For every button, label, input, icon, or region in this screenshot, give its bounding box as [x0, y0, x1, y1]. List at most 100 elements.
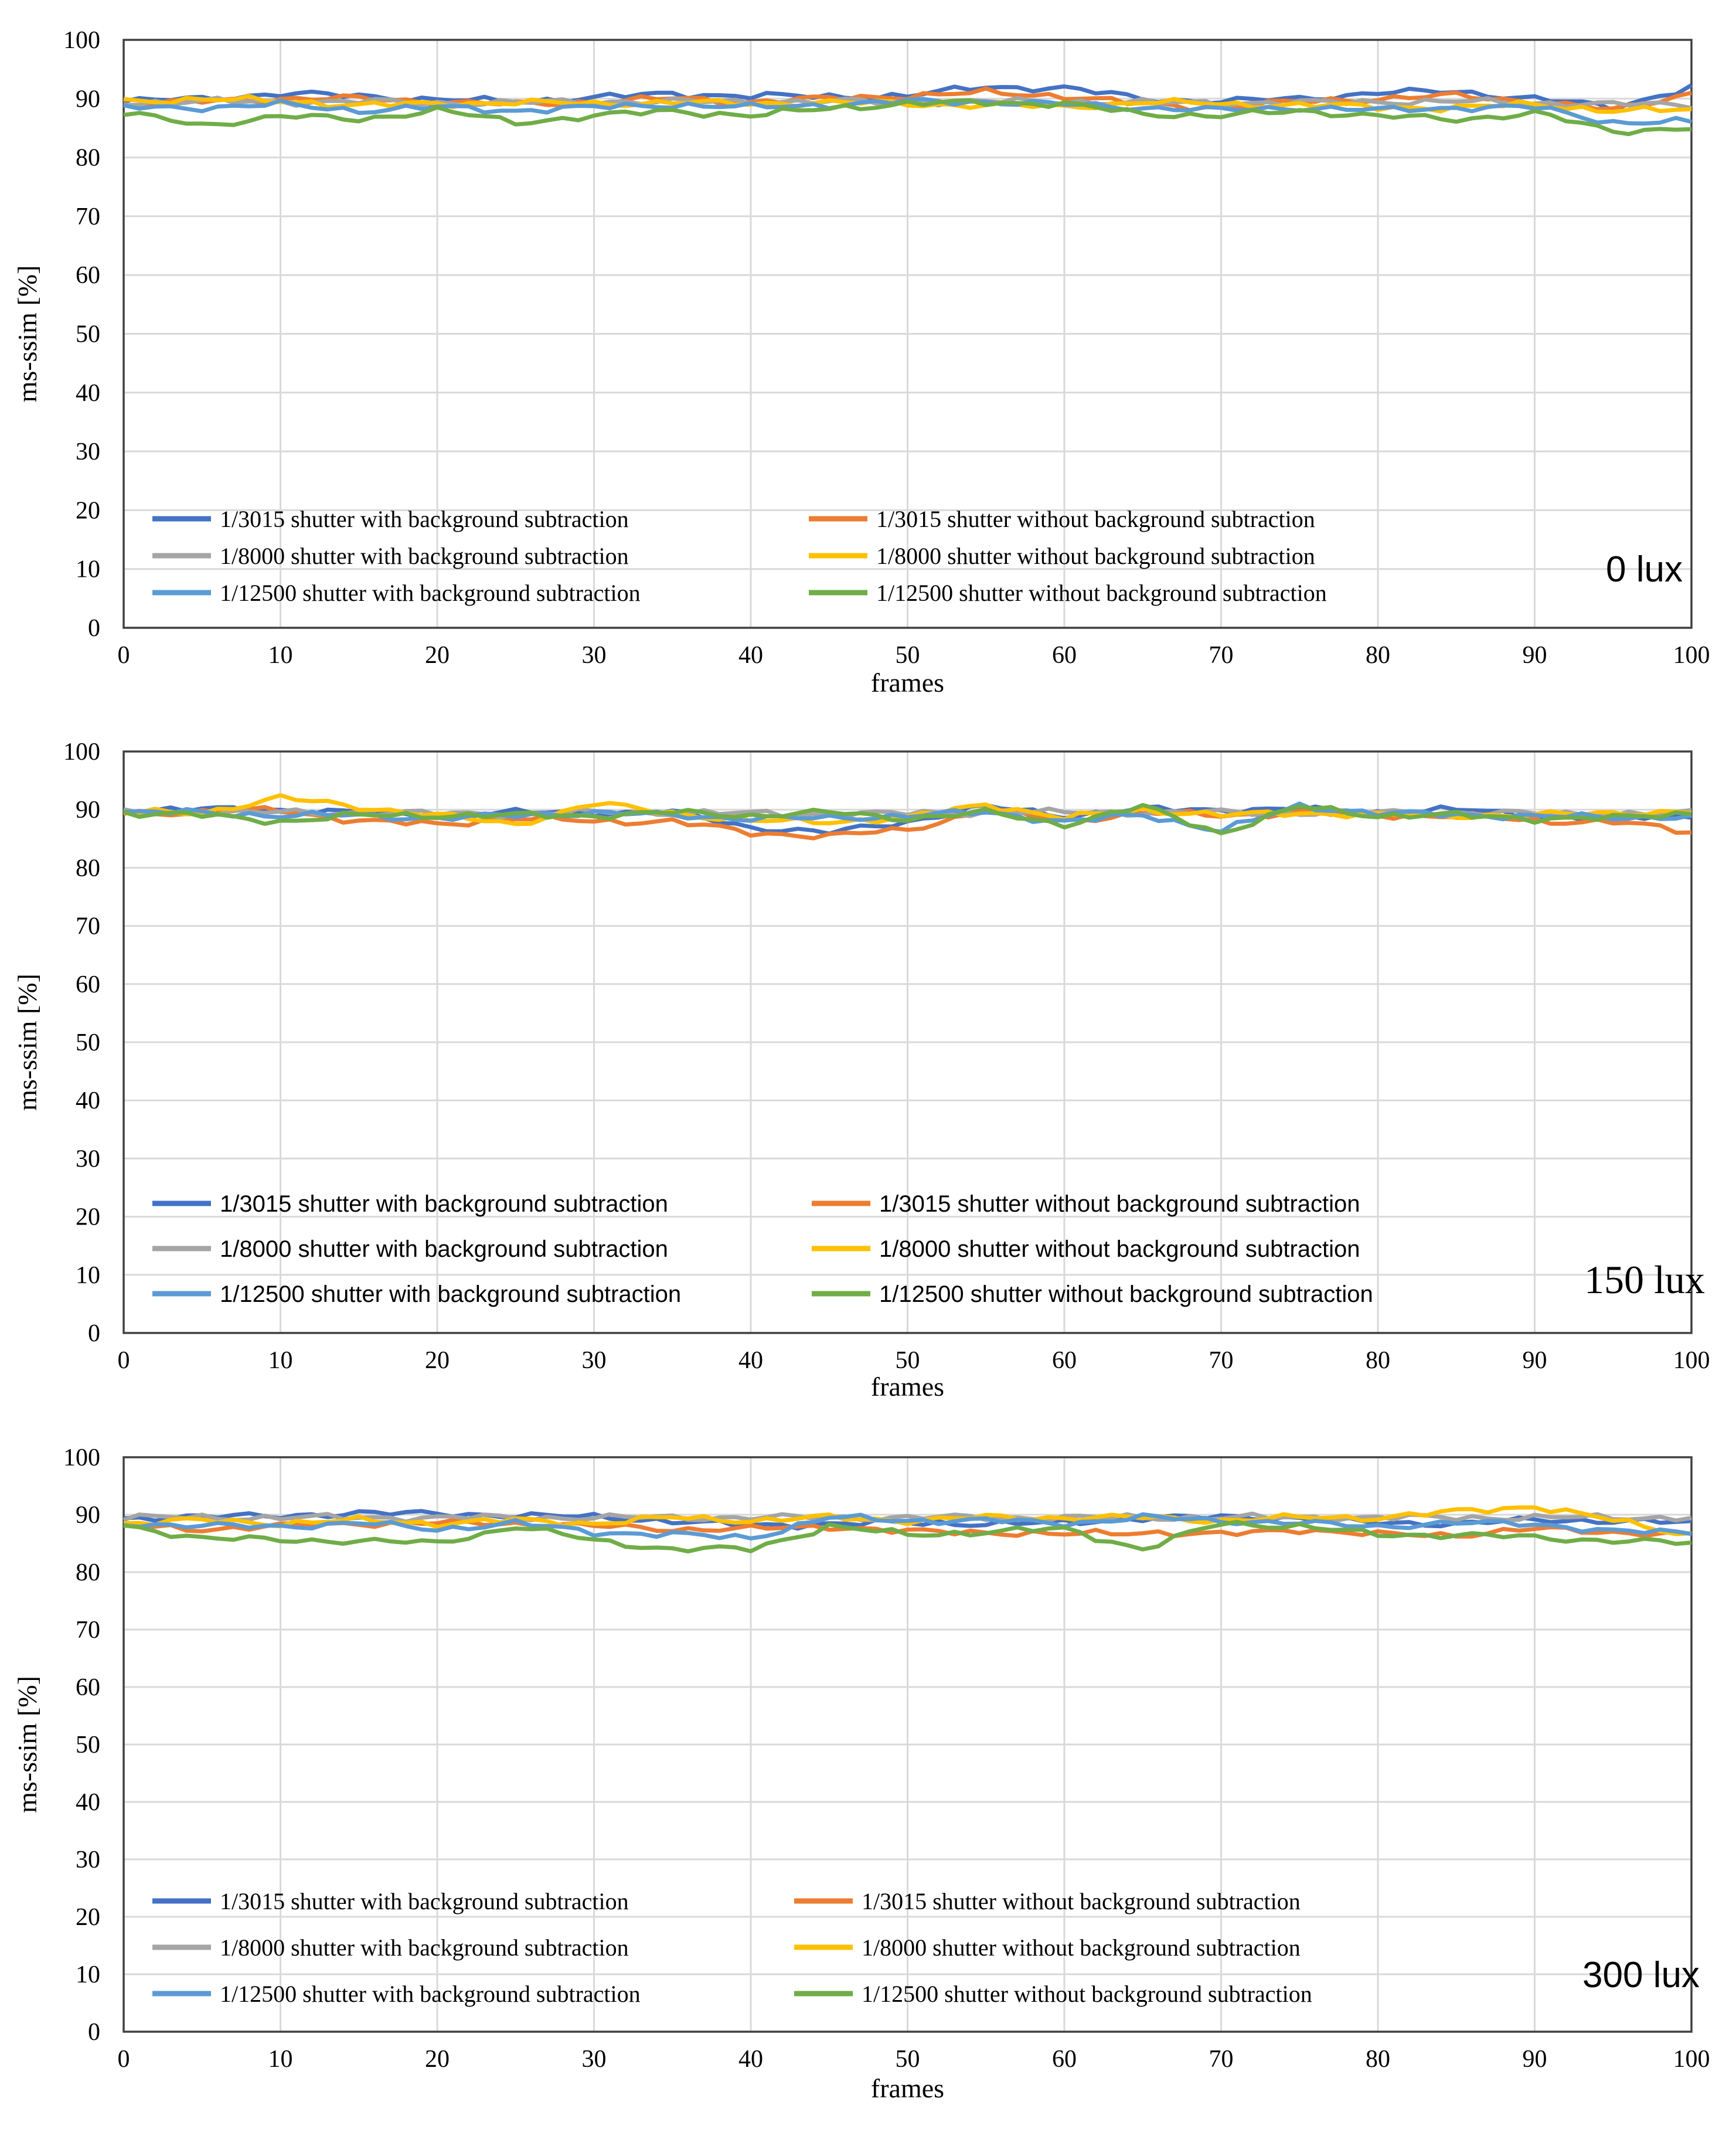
legend-label: 1/12500 shutter without background subtr… [876, 580, 1327, 606]
x-tick-label: 80 [1366, 2046, 1390, 2073]
lux-annotation: 0 lux [1606, 549, 1683, 590]
legend-item: 1/8000 shutter with background subtracti… [152, 1934, 629, 1961]
legend-item: 1/12500 shutter with background subtract… [152, 1281, 681, 1307]
legend-item: 1/12500 shutter without background subtr… [809, 580, 1327, 606]
y-tick-label: 70 [76, 913, 100, 940]
legend-item: 1/12500 shutter without background subtr… [812, 1281, 1373, 1307]
x-tick-label: 0 [118, 2046, 130, 2073]
x-tick-label: 60 [1052, 1347, 1077, 1374]
y-tick-label: 40 [76, 1087, 100, 1114]
y-axis-title: ms-ssim [%] [12, 266, 42, 403]
x-axis-title: frames [871, 1372, 944, 1402]
y-tick-label: 70 [76, 203, 100, 230]
legend-item: 1/8000 shutter without background subtra… [794, 1934, 1301, 1961]
y-tick-label: 60 [76, 262, 100, 289]
y-tick-label: 50 [76, 1029, 100, 1056]
x-tick-label: 80 [1366, 1347, 1390, 1374]
y-tick-label: 10 [76, 1262, 100, 1289]
x-tick-label: 20 [425, 2046, 450, 2073]
x-tick-label: 20 [425, 642, 450, 669]
x-tick-label: 70 [1209, 1347, 1234, 1374]
y-tick-label: 20 [76, 1904, 100, 1931]
x-tick-label: 50 [896, 642, 920, 669]
x-tick-label: 40 [738, 2046, 763, 2073]
legend-item: 1/3015 shutter with background subtracti… [152, 1191, 668, 1217]
series-line-6 [123, 1519, 1692, 1554]
series-line-6 [122, 802, 1692, 835]
legend-item: 1/3015 shutter without background subtra… [794, 1888, 1301, 1914]
y-tick-label: 30 [76, 1145, 100, 1172]
y-tick-label: 70 [76, 1617, 100, 1644]
legend-item: 1/3015 shutter with background subtracti… [152, 506, 629, 532]
legend-item: 1/12500 shutter with background subtract… [152, 580, 641, 606]
legend-item: 1/3015 shutter with background subtracti… [152, 1888, 629, 1914]
y-tick-label: 80 [76, 1559, 100, 1586]
legend-item: 1/8000 shutter without background subtra… [812, 1236, 1360, 1262]
y-tick-label: 10 [76, 556, 100, 583]
legend-label: 1/3015 shutter without background subtra… [879, 1191, 1360, 1217]
legend-item: 1/3015 shutter without background subtra… [809, 506, 1315, 532]
series-line-6 [123, 98, 1692, 137]
x-tick-label: 90 [1523, 1347, 1547, 1374]
legend-item: 1/12500 shutter without background subtr… [794, 1981, 1312, 2007]
x-tick-label: 0 [118, 1347, 130, 1374]
y-tick-label: 100 [63, 739, 100, 766]
y-tick-label: 40 [76, 380, 100, 407]
legend-label: 1/8000 shutter with background subtracti… [220, 1236, 668, 1262]
y-tick-label: 100 [63, 1444, 100, 1471]
legend-label: 1/8000 shutter without background subtra… [879, 1236, 1360, 1262]
legend-item: 1/8000 shutter with background subtracti… [152, 543, 629, 569]
legend-label: 1/3015 shutter without background subtra… [862, 1888, 1301, 1914]
legend-label: 1/3015 shutter without background subtra… [876, 506, 1315, 532]
x-tick-label: 40 [738, 1347, 763, 1374]
legend-label: 1/3015 shutter with background subtracti… [220, 1888, 629, 1914]
x-tick-label: 70 [1209, 642, 1234, 669]
plot-area-border [122, 1456, 1693, 2033]
y-tick-label: 100 [63, 27, 100, 54]
x-tick-label: 50 [896, 2046, 920, 2073]
y-axis-title: ms-ssim [%] [12, 974, 42, 1111]
legend-label: 1/12500 shutter without background subtr… [862, 1981, 1312, 2007]
legend-label: 1/8000 shutter with background subtracti… [220, 543, 629, 569]
chart-panel-2: 0 10 20 30 40 50 60 70 80 90 100 0 10 20 30 40 50 60 70 80 9… [12, 739, 1710, 1402]
x-axis-title: frames [871, 668, 944, 698]
x-tick-label: 10 [268, 2046, 293, 2073]
y-tick-label: 40 [76, 1789, 100, 1816]
x-tick-label: 50 [896, 1347, 920, 1374]
y-tick-label: 60 [76, 1674, 100, 1701]
x-tick-label: 30 [582, 642, 607, 669]
y-tick-label: 10 [76, 1961, 100, 1988]
plot-area-border [122, 39, 1693, 629]
legend-item: 1/8000 shutter with background subtracti… [152, 1236, 668, 1262]
chart-panel-3: 0 10 20 30 40 50 60 70 80 90 100 0 10 20 30 40 50 60 70 80 9… [12, 1444, 1710, 2103]
y-tick-label: 50 [76, 321, 100, 348]
y-tick-label: 0 [88, 2019, 100, 2046]
x-tick-label: 60 [1052, 2046, 1077, 2073]
y-tick-label: 90 [76, 797, 100, 824]
legend-label: 1/3015 shutter with background subtracti… [220, 506, 629, 532]
y-tick-label: 50 [76, 1732, 100, 1759]
y-tick-label: 90 [76, 86, 100, 113]
y-tick-label: 20 [76, 497, 100, 524]
legend-label: 1/12500 shutter with background subtract… [220, 580, 641, 606]
legend-label: 1/8000 shutter with background subtracti… [220, 1934, 629, 1961]
legend-item: 1/3015 shutter without background subtra… [812, 1191, 1360, 1217]
series-line-5 [123, 1512, 1692, 1540]
x-tick-label: 70 [1209, 2046, 1234, 2073]
y-tick-label: 80 [76, 145, 100, 172]
x-tick-label: 10 [268, 1347, 293, 1374]
x-axis-title: frames [871, 2073, 944, 2103]
y-tick-label: 80 [76, 855, 100, 882]
y-tick-label: 30 [76, 1846, 100, 1873]
x-tick-label: 100 [1673, 1347, 1710, 1374]
chart-panel-1: 0 10 20 30 40 50 60 70 80 90 100 0 10 20 30 40 50 60 70 80 9… [12, 27, 1710, 698]
x-tick-label: 100 [1673, 642, 1710, 669]
legend-label: 1/3015 shutter with background subtracti… [220, 1191, 668, 1217]
lux-annotation: 300 lux [1582, 1955, 1700, 1995]
x-tick-label: 40 [738, 642, 763, 669]
y-tick-label: 0 [88, 615, 100, 642]
lux-annotation: 150 lux [1584, 1257, 1705, 1302]
legend-label: 1/12500 shutter with background subtract… [220, 1981, 641, 2007]
plot-area-border [122, 750, 1693, 1334]
